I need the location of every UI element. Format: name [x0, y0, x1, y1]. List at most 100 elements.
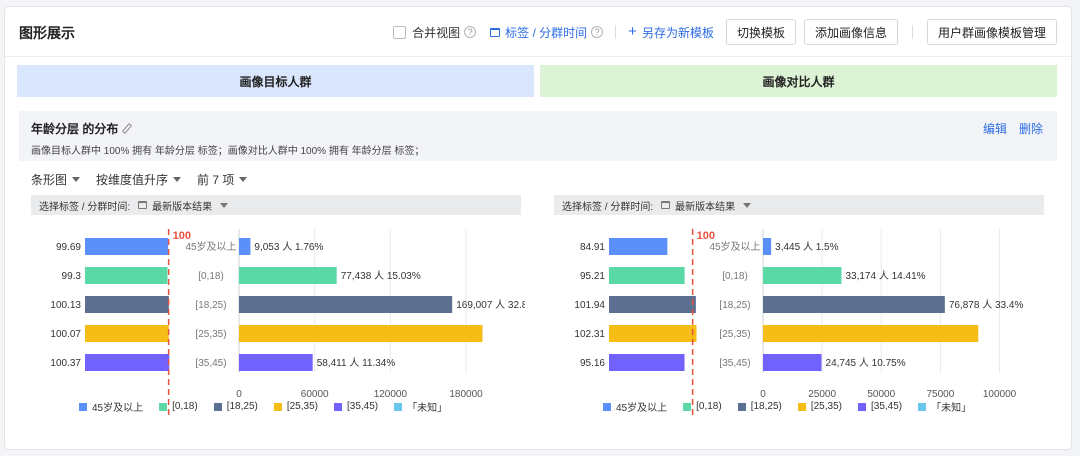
- value-bar: [763, 238, 772, 255]
- x-tick-label: 0: [760, 389, 766, 400]
- category-label: [0,18): [198, 271, 224, 282]
- pencil-icon[interactable]: [122, 123, 133, 134]
- caret-down-icon: [220, 202, 229, 208]
- value-label: 58,411 人 11.34%: [317, 357, 396, 369]
- legend-swatch: [918, 402, 927, 411]
- legend-item[interactable]: 45岁及以上: [603, 399, 667, 414]
- plus-icon: +: [628, 23, 637, 40]
- legend-label: 45岁及以上: [92, 403, 144, 414]
- category-label: [25,35): [195, 329, 226, 340]
- legend-label: 45岁及以上: [616, 403, 668, 414]
- index-value-label: 100.37: [50, 358, 81, 369]
- legend-item[interactable]: [35,45): [857, 399, 902, 414]
- legend-label: [18,25): [750, 401, 782, 412]
- delete-link[interactable]: 删除: [1018, 122, 1043, 136]
- index-value-label: 101.94: [574, 300, 605, 311]
- distribution-title: 年龄分层 的分布: [31, 120, 133, 137]
- category-label: [0,18): [722, 271, 748, 282]
- legend-item[interactable]: 45岁及以上: [79, 399, 143, 414]
- value-label: 9,053 人 1.76%: [254, 241, 323, 253]
- index-bar: [85, 325, 169, 342]
- caret-down-icon: [743, 202, 752, 208]
- legend-item[interactable]: [25,35): [797, 399, 842, 414]
- index-value-label: 99.69: [56, 242, 81, 253]
- legend-item[interactable]: 「未知」: [918, 399, 971, 414]
- switch-template-button[interactable]: 切换模板: [725, 19, 796, 45]
- legend-label: [18,25): [226, 401, 258, 412]
- caret-down-icon: [173, 177, 182, 182]
- legend-swatch: [79, 402, 87, 411]
- legend-item[interactable]: [18,25): [213, 399, 258, 414]
- value-bar: [239, 325, 483, 342]
- help-icon[interactable]: ?: [591, 26, 604, 38]
- target-group-tab[interactable]: 画像目标人群: [17, 65, 534, 97]
- select-bar-right[interactable]: 选择标签 / 分群时间: 最新版本结果: [554, 195, 1044, 215]
- top-n-label: 前 7 项: [197, 173, 235, 187]
- chart-type-select[interactable]: 条形图: [31, 171, 81, 188]
- legend-swatch: [394, 402, 403, 411]
- chart-type-label: 条形图: [31, 173, 68, 187]
- merge-view-label: 合并视图: [412, 25, 461, 40]
- edit-link[interactable]: 编辑: [982, 122, 1007, 136]
- calendar-icon: [138, 201, 148, 209]
- category-label: [35,45): [719, 358, 750, 369]
- value-bar: [763, 354, 822, 371]
- legend-swatch: [683, 402, 692, 411]
- save-template-button[interactable]: + 另存为新模板: [628, 24, 714, 41]
- category-label: 45岁及以上: [709, 240, 760, 253]
- index-bar: [609, 267, 685, 284]
- info-actions: 编辑 删除: [983, 120, 1043, 137]
- divider: [615, 25, 617, 39]
- index-bar: [85, 296, 169, 313]
- chart-target: 0 60000 120000 180000 99.69 45岁及以上 9,053 人 1.7…: [50, 229, 525, 419]
- legend-label: [0,18): [696, 401, 722, 412]
- sort-select[interactable]: 按维度值升序: [96, 171, 182, 188]
- legend-item[interactable]: [35,45): [333, 399, 378, 414]
- tag-time-label: 标签 / 分群时间: [505, 25, 588, 40]
- index-value-label: 102.31: [574, 329, 605, 340]
- select-bar-left[interactable]: 选择标签 / 分群时间: 最新版本结果: [31, 195, 521, 215]
- index-value-label: 95.21: [580, 271, 605, 282]
- select-bar-label: 选择标签 / 分群时间:: [39, 201, 131, 213]
- legend-item[interactable]: [0,18): [683, 399, 722, 414]
- value-label: 3,445 人 1.5%: [775, 241, 838, 253]
- select-bar-label: 选择标签 / 分群时间:: [562, 201, 654, 213]
- manage-template-button[interactable]: 用户群画像模板管理: [926, 19, 1057, 45]
- merge-view-checkbox[interactable]: [393, 25, 407, 39]
- index-bar: [85, 267, 168, 284]
- legend-swatch: [213, 402, 222, 411]
- calendar-icon: [661, 201, 671, 209]
- panel-title: 图形展示: [19, 25, 75, 41]
- index-value-label: 95.16: [580, 358, 605, 369]
- index-bar: [609, 238, 668, 255]
- value-bar: [239, 354, 313, 371]
- legend-swatch: [603, 402, 611, 411]
- legend-label: [25,35): [810, 401, 842, 412]
- x-tick-label: 75000: [926, 389, 954, 400]
- tag-time-button[interactable]: 标签 / 分群时间 ?: [490, 24, 604, 41]
- chart-controls: 条形图 按维度值升序 前 7 项: [31, 171, 248, 188]
- category-label: 45岁及以上: [185, 240, 236, 253]
- select-bar-value: 最新版本结果: [152, 201, 213, 213]
- top-n-select[interactable]: 前 7 项: [197, 171, 248, 188]
- help-icon[interactable]: ?: [464, 26, 477, 38]
- distribution-description: 画像目标人群中 100% 拥有 年龄分层 标签；画像对比人群中 100% 拥有 …: [31, 146, 425, 157]
- index-value-label: 100.13: [50, 300, 81, 311]
- add-portrait-button[interactable]: 添加画像信息: [803, 19, 898, 45]
- category-label: [18,25): [719, 300, 750, 311]
- legend-item[interactable]: [18,25): [737, 399, 782, 414]
- value-label: 76,878 人 33.4%: [949, 299, 1024, 311]
- legend-swatch: [273, 402, 282, 411]
- header-toolbar: 合并视图 ? 标签 / 分群时间 ? + 另存为新模板 切换模板 添加画像信息 …: [393, 18, 1057, 46]
- legend-item[interactable]: [25,35): [273, 399, 318, 414]
- compare-group-tab[interactable]: 画像对比人群: [540, 65, 1057, 97]
- legend-swatch: [737, 402, 746, 411]
- value-bar: [763, 296, 945, 313]
- value-bar: [239, 238, 251, 255]
- index-bar: [609, 354, 685, 371]
- legend-item[interactable]: 「未知」: [394, 399, 447, 414]
- legend-item[interactable]: [0,18): [159, 399, 198, 414]
- index-bar: [609, 325, 697, 342]
- category-label: [25,35): [719, 329, 750, 340]
- legend-label: 「未知」: [931, 403, 972, 414]
